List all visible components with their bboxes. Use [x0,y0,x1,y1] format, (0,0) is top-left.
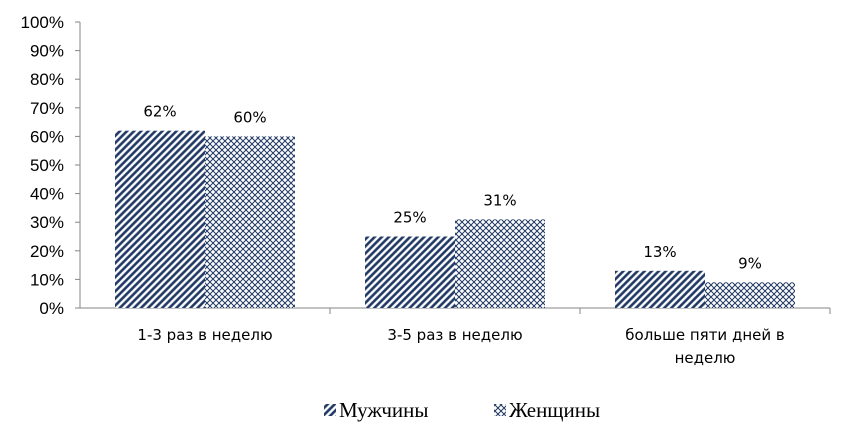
legend-swatch-men [324,404,336,416]
y-tick-label: 0% [39,299,64,318]
y-tick-label: 100% [21,13,64,32]
data-label: 62% [143,103,176,121]
bar-women [455,219,545,308]
legend-label: Женщины [509,398,600,422]
data-label: 13% [643,243,676,261]
bar-men [615,270,705,308]
data-label: 60% [233,108,266,126]
x-category-label: больше пяти дней в неделю [625,326,784,367]
bar-men [115,130,205,308]
y-tick-label: 70% [30,99,64,118]
y-tick-label: 10% [30,270,64,289]
y-tick-label: 40% [30,185,64,204]
bars [115,130,795,308]
y-tick-label: 20% [30,242,64,261]
data-labels: 62% 25% 13% 60% 31% 9% [143,103,762,273]
x-category-line: неделю [675,349,736,367]
y-tick-label: 50% [30,156,64,175]
y-tick-label: 60% [30,127,64,146]
y-tick-label: 30% [30,213,64,232]
axes: 0% 10% 20% 30% 40% 50% 60% 70% 80% 90% 100% 1-3 раз… [21,13,831,367]
x-category-line: 3-5 раз в неделю [387,326,522,344]
bar-women [205,136,295,308]
data-label: 9% [738,254,762,272]
x-category-label: 3-5 раз в неделю [387,326,522,344]
y-tick-label: 80% [30,70,64,89]
legend-swatch-women [494,404,506,416]
legend-label: Мужчины [339,398,429,422]
x-category-line: 1-3 раз в неделю [137,326,272,344]
x-category-label: 1-3 раз в неделю [137,326,272,344]
legend: Мужчины Женщины [324,398,600,422]
y-tick-label: 90% [30,42,64,61]
bar-women [705,282,795,308]
data-label: 31% [483,191,516,209]
data-label: 25% [393,209,426,227]
x-category-line: больше пяти дней в [625,326,784,344]
bar-men [365,236,455,308]
